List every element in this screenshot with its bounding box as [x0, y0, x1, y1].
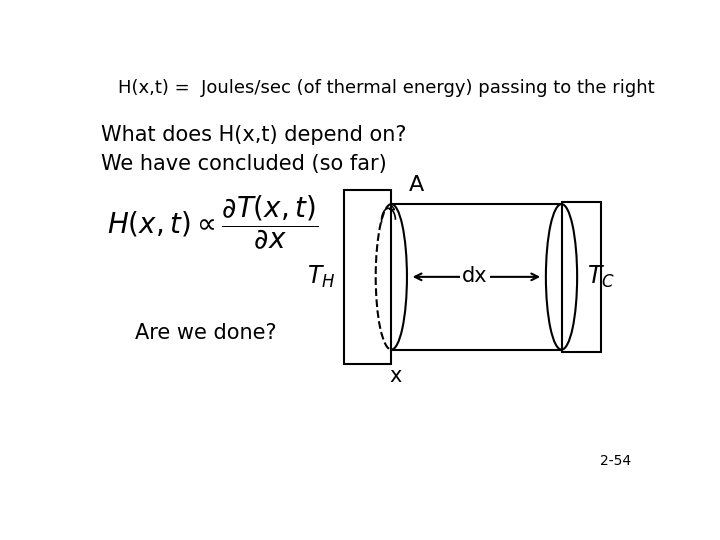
Text: dx: dx [462, 266, 488, 286]
Text: A: A [409, 176, 424, 195]
Text: 2-54: 2-54 [600, 454, 631, 468]
Text: $T_C$: $T_C$ [587, 264, 614, 290]
Text: What does H(x,t) depend on?: What does H(x,t) depend on? [101, 125, 407, 145]
Text: Are we done?: Are we done? [135, 322, 276, 342]
Text: H(x,t) =  Joules/sec (of thermal energy) passing to the right: H(x,t) = Joules/sec (of thermal energy) … [118, 79, 654, 97]
Text: $T_H$: $T_H$ [307, 264, 336, 290]
Text: $H(x,t) \propto \dfrac{\partial T(x,t)}{\partial x}$: $H(x,t) \propto \dfrac{\partial T(x,t)}{… [107, 194, 318, 252]
Text: x: x [390, 366, 402, 386]
Text: We have concluded (so far): We have concluded (so far) [101, 154, 387, 174]
